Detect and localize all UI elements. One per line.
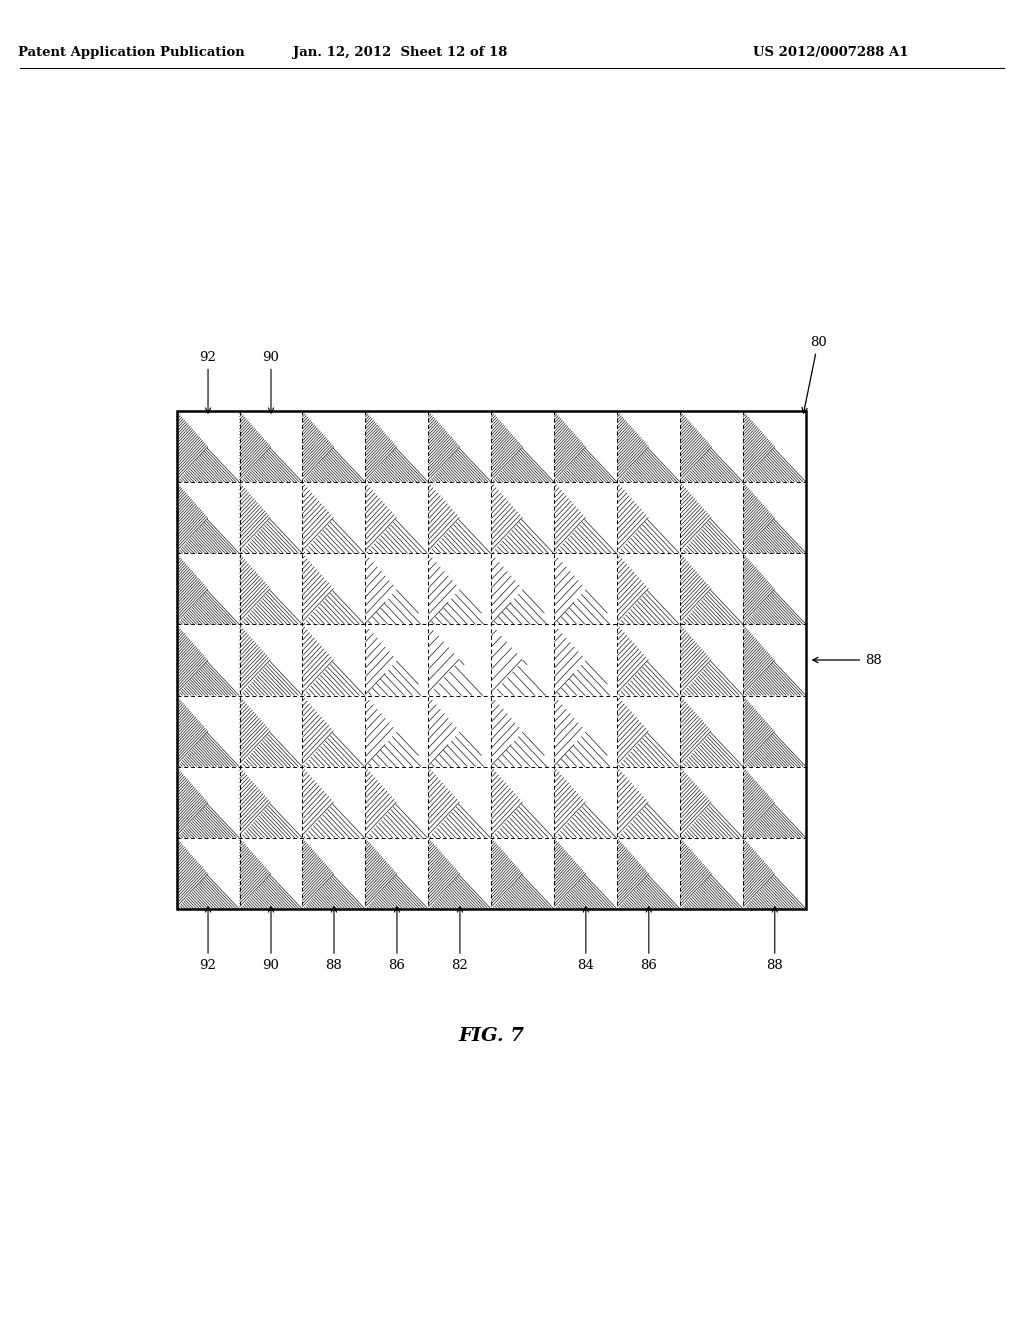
- Bar: [428, 553, 492, 624]
- Bar: [366, 411, 428, 482]
- Bar: [428, 838, 492, 909]
- Bar: [680, 553, 743, 624]
- Bar: [176, 696, 240, 767]
- Text: Jan. 12, 2012  Sheet 12 of 18: Jan. 12, 2012 Sheet 12 of 18: [293, 46, 507, 59]
- Bar: [176, 767, 240, 838]
- Bar: [302, 411, 366, 482]
- Bar: [302, 553, 366, 624]
- Bar: [302, 696, 366, 767]
- Bar: [176, 411, 240, 482]
- Bar: [743, 553, 806, 624]
- Bar: [743, 696, 806, 767]
- Text: 92: 92: [200, 351, 216, 413]
- Bar: [492, 482, 554, 553]
- Bar: [302, 767, 366, 838]
- Bar: [302, 624, 366, 696]
- Bar: [428, 767, 492, 838]
- Bar: [428, 482, 492, 553]
- Text: FIG. 7: FIG. 7: [459, 1027, 524, 1045]
- Bar: [680, 838, 743, 909]
- Bar: [680, 482, 743, 553]
- Bar: [617, 411, 680, 482]
- Bar: [176, 553, 240, 624]
- Bar: [366, 838, 428, 909]
- Bar: [240, 553, 302, 624]
- Bar: [680, 767, 743, 838]
- Bar: [240, 696, 302, 767]
- Bar: [743, 482, 806, 553]
- Bar: [176, 838, 240, 909]
- Text: US 2012/0007288 A1: US 2012/0007288 A1: [754, 46, 908, 59]
- Bar: [554, 553, 617, 624]
- Bar: [240, 482, 302, 553]
- Bar: [366, 767, 428, 838]
- Bar: [680, 696, 743, 767]
- Bar: [680, 624, 743, 696]
- Bar: [743, 411, 806, 482]
- Bar: [302, 838, 366, 909]
- Text: 88: 88: [766, 907, 783, 972]
- Bar: [554, 838, 617, 909]
- Bar: [240, 624, 302, 696]
- Bar: [743, 624, 806, 696]
- Text: 82: 82: [452, 907, 468, 972]
- Bar: [554, 482, 617, 553]
- Bar: [240, 411, 302, 482]
- Bar: [428, 696, 492, 767]
- Bar: [617, 482, 680, 553]
- Bar: [240, 767, 302, 838]
- Bar: [240, 838, 302, 909]
- Bar: [617, 624, 680, 696]
- Bar: [554, 696, 617, 767]
- Bar: [492, 696, 554, 767]
- Bar: [554, 624, 617, 696]
- Text: 88: 88: [813, 653, 882, 667]
- Text: 90: 90: [262, 907, 280, 972]
- Bar: [176, 624, 240, 696]
- Text: 86: 86: [640, 907, 657, 972]
- Bar: [743, 767, 806, 838]
- Text: 92: 92: [200, 907, 216, 972]
- Text: 90: 90: [262, 351, 280, 413]
- Bar: [302, 482, 366, 553]
- Text: 84: 84: [578, 907, 594, 972]
- Bar: [366, 624, 428, 696]
- Bar: [428, 411, 492, 482]
- Bar: [492, 767, 554, 838]
- Bar: [680, 411, 743, 482]
- Bar: [492, 624, 554, 696]
- Bar: [554, 767, 617, 838]
- Bar: [492, 553, 554, 624]
- Bar: [366, 696, 428, 767]
- Text: 80: 80: [802, 335, 826, 413]
- Bar: [492, 838, 554, 909]
- Bar: [554, 411, 617, 482]
- Bar: [617, 767, 680, 838]
- Bar: [492, 411, 554, 482]
- Bar: [366, 553, 428, 624]
- Bar: [428, 624, 492, 696]
- Bar: [617, 838, 680, 909]
- Bar: [617, 696, 680, 767]
- Bar: [176, 482, 240, 553]
- Text: 88: 88: [326, 907, 342, 972]
- Bar: [176, 411, 806, 909]
- Text: Patent Application Publication: Patent Application Publication: [17, 46, 245, 59]
- Text: 86: 86: [388, 907, 406, 972]
- Bar: [617, 553, 680, 624]
- Bar: [366, 482, 428, 553]
- Bar: [743, 838, 806, 909]
